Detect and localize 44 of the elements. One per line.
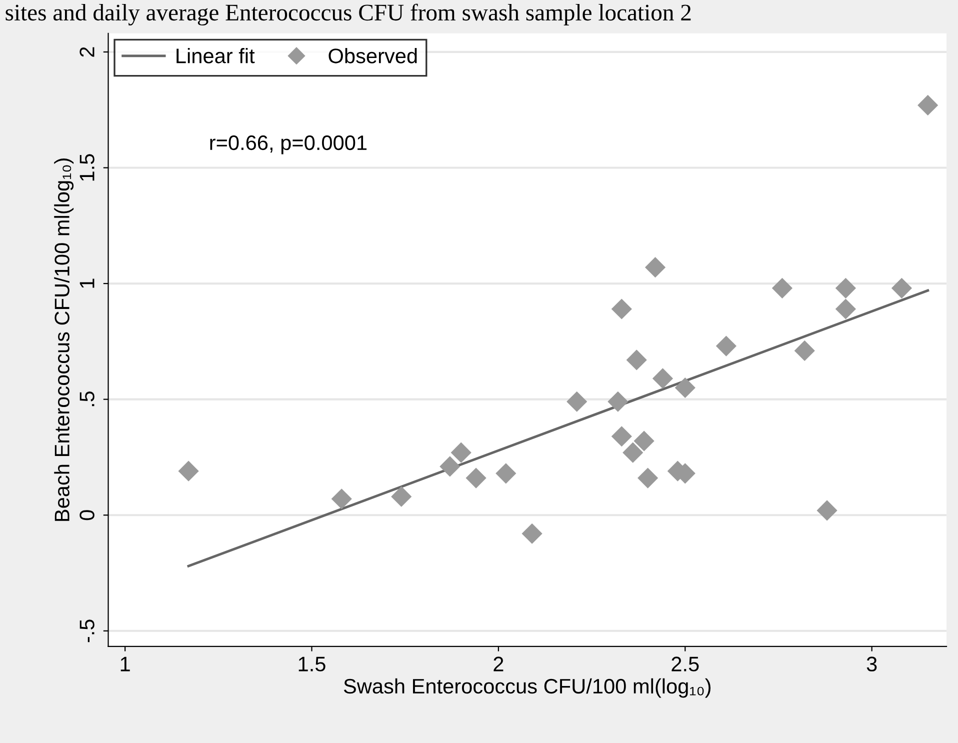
point [835, 278, 856, 298]
chart-title: sites and daily average Enterococcus CFU from swash sample location 2 [6, 4, 691, 26]
point [652, 368, 674, 389]
point [522, 523, 542, 544]
point [816, 500, 838, 521]
x-axis-title: Swash Enterococcus CFU/100 ml(log₁₀) [344, 678, 711, 698]
point [637, 468, 658, 488]
point [608, 391, 628, 412]
y-tick-label: -.5 [80, 620, 94, 642]
point [440, 456, 460, 477]
point [891, 278, 912, 298]
point [611, 298, 632, 320]
point [331, 488, 352, 510]
point [178, 460, 199, 482]
point [626, 350, 647, 370]
point [634, 430, 654, 452]
annotation: r=0.66, p=0.0001 [210, 135, 367, 154]
point [772, 278, 793, 298]
point [566, 391, 588, 412]
x-tick-label: 2 [494, 656, 504, 672]
point [716, 336, 737, 356]
point [466, 468, 486, 488]
point [674, 377, 696, 398]
x-tick-label: 3 [866, 656, 877, 672]
point [622, 442, 644, 463]
point [611, 426, 632, 447]
x-tick-label: 1 [120, 656, 130, 672]
y-tick-label: 2 [80, 47, 94, 57]
y-tick-label: 1.5 [80, 154, 94, 181]
point [644, 257, 666, 278]
point [918, 94, 938, 116]
y-tick-label: 1 [80, 278, 94, 288]
point [450, 442, 472, 463]
point [391, 486, 412, 507]
y-tick-label: .5 [80, 392, 94, 406]
legend-label: Observed [328, 48, 417, 64]
x-tick-label: 2.5 [672, 656, 699, 672]
legend-label: Linear fit [176, 48, 255, 64]
point [496, 463, 516, 484]
point [794, 340, 815, 361]
x-tick-label: 1.5 [298, 656, 326, 672]
y-tick-label: 0 [80, 510, 94, 520]
y-axis-title: Beach Enterococcus CFU/100 ml(log₁₀) [54, 158, 74, 521]
point [835, 298, 856, 320]
